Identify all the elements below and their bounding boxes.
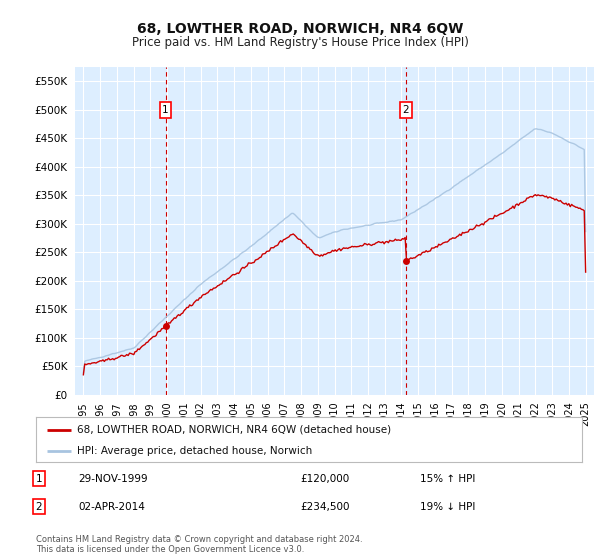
Text: Contains HM Land Registry data © Crown copyright and database right 2024.
This d: Contains HM Land Registry data © Crown c… [36, 535, 362, 554]
Text: £234,500: £234,500 [300, 502, 349, 512]
Text: 29-NOV-1999: 29-NOV-1999 [78, 474, 148, 484]
Text: 1: 1 [162, 105, 169, 115]
Text: Price paid vs. HM Land Registry's House Price Index (HPI): Price paid vs. HM Land Registry's House … [131, 36, 469, 49]
Text: 19% ↓ HPI: 19% ↓ HPI [420, 502, 475, 512]
Text: 2: 2 [403, 105, 409, 115]
Text: £120,000: £120,000 [300, 474, 349, 484]
Text: 1: 1 [35, 474, 43, 484]
Text: 02-APR-2014: 02-APR-2014 [78, 502, 145, 512]
Text: 2: 2 [35, 502, 43, 512]
Text: HPI: Average price, detached house, Norwich: HPI: Average price, detached house, Norw… [77, 446, 312, 456]
Text: 68, LOWTHER ROAD, NORWICH, NR4 6QW: 68, LOWTHER ROAD, NORWICH, NR4 6QW [137, 22, 463, 36]
Text: 15% ↑ HPI: 15% ↑ HPI [420, 474, 475, 484]
Text: 68, LOWTHER ROAD, NORWICH, NR4 6QW (detached house): 68, LOWTHER ROAD, NORWICH, NR4 6QW (deta… [77, 424, 391, 435]
